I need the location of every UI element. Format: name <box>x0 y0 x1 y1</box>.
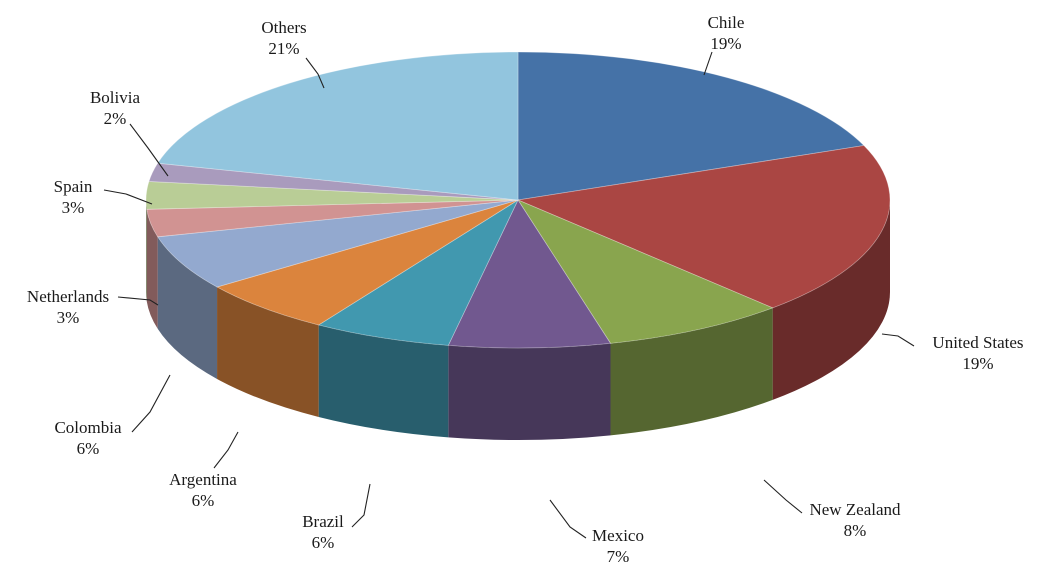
slice-side-netherlands <box>146 209 158 329</box>
leader-line-brazil <box>351 483 371 528</box>
slice-argentina <box>216 199 519 326</box>
slice-united-states <box>516 145 891 309</box>
leader-line-chile <box>703 51 713 76</box>
slice-netherlands <box>146 199 519 238</box>
leader-line-mexico <box>549 499 587 539</box>
slice-label-united-states: United States <box>932 333 1023 352</box>
leader-line-netherlands <box>117 296 159 306</box>
slice-label-brazil: Brazil <box>302 512 344 531</box>
slice-percent-colombia: 6% <box>77 439 100 458</box>
slice-percent-others: 21% <box>268 39 299 58</box>
leader-line-bolivia <box>129 123 169 177</box>
pie-side-layer <box>146 200 891 440</box>
slice-bolivia <box>148 162 519 201</box>
slice-brazil <box>317 198 519 346</box>
leader-line-united-states <box>881 333 915 347</box>
leader-line-spain <box>103 189 153 205</box>
slice-percent-united-states: 19% <box>962 354 993 373</box>
slice-side-spain <box>146 200 147 302</box>
slice-side-colombia <box>157 236 218 379</box>
slice-side-mexico <box>448 343 611 440</box>
slice-side-argentina <box>217 286 319 417</box>
slice-colombia <box>156 199 519 288</box>
slice-label-argentina: Argentina <box>169 470 237 489</box>
slice-percent-mexico: 7% <box>607 547 630 566</box>
slice-new-zealand <box>516 199 774 344</box>
slice-label-mexico: Mexico <box>592 526 644 545</box>
slice-chile <box>517 51 865 201</box>
slice-label-colombia: Colombia <box>54 418 122 437</box>
leader-line-argentina <box>213 431 239 469</box>
slice-percent-argentina: 6% <box>192 491 215 510</box>
slice-percent-bolivia: 2% <box>104 109 127 128</box>
slice-others <box>156 51 519 201</box>
slice-label-others: Others <box>261 18 306 37</box>
slice-side-united-states <box>772 200 891 400</box>
slice-percent-chile: 19% <box>710 34 741 53</box>
pie-top-layer <box>145 51 891 349</box>
slice-label-netherlands: Netherlands <box>27 287 109 306</box>
slice-percent-brazil: 6% <box>312 533 335 552</box>
slice-spain <box>145 181 519 210</box>
slice-label-bolivia: Bolivia <box>90 88 141 107</box>
slice-label-new-zealand: New Zealand <box>809 500 901 519</box>
slice-percent-netherlands: 3% <box>57 308 80 327</box>
slice-mexico <box>447 199 612 349</box>
slice-label-chile: Chile <box>708 13 745 32</box>
slice-side-new-zealand <box>610 307 773 436</box>
slice-label-spain: Spain <box>54 177 93 196</box>
leader-lines <box>103 51 915 539</box>
slice-percent-new-zealand: 8% <box>844 521 867 540</box>
slice-percent-spain: 3% <box>62 198 85 217</box>
leader-line-new-zealand <box>763 479 803 514</box>
leader-line-others <box>305 57 325 89</box>
slice-labels: Chile 19% United States 19% New Zealand 8% Mex… <box>27 13 1024 566</box>
slice-side-brazil <box>318 324 449 438</box>
leader-line-colombia <box>131 374 171 433</box>
